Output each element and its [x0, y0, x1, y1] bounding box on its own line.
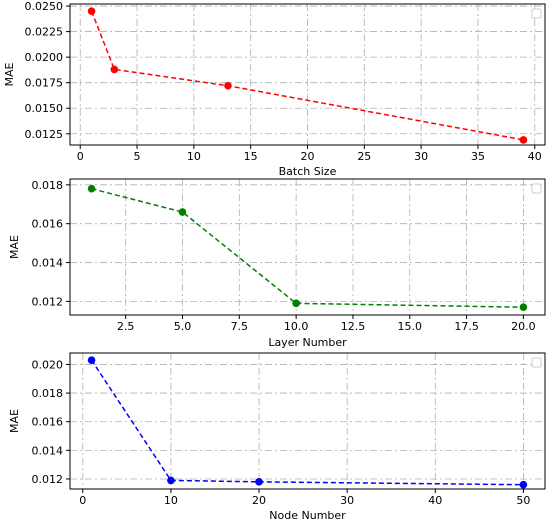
x-axis-label: Layer Number: [268, 336, 347, 349]
y-tick-label: 0.016: [32, 218, 64, 231]
y-tick-label: 0.018: [32, 387, 64, 400]
data-point: [255, 478, 263, 486]
x-tick-label: 10: [164, 494, 178, 507]
data-point: [519, 303, 528, 312]
legend-box: [531, 183, 542, 194]
data-point: [519, 136, 528, 144]
x-tick-label: 0: [79, 494, 86, 507]
x-tick-label: 5: [134, 150, 141, 163]
y-tick-label: 0.0175: [25, 77, 64, 90]
y-tick-label: 0.014: [32, 444, 64, 457]
y-tick-label: 0.020: [32, 358, 64, 371]
x-tick-label: 20: [252, 494, 266, 507]
x-tick-label: 40: [428, 494, 442, 507]
y-tick-label: 0.0200: [25, 51, 64, 64]
y-tick-label: 0.018: [32, 179, 64, 192]
x-tick-label: 0: [77, 150, 84, 163]
x-tick-label: 10: [187, 150, 201, 163]
x-tick-label: 10.0: [284, 320, 309, 333]
data-point: [519, 480, 528, 489]
data-point: [167, 476, 175, 485]
y-axis-label: MAE: [8, 409, 21, 433]
y-tick-label: 0.014: [32, 257, 64, 270]
plot-frame: [69, 352, 546, 490]
data-point: [224, 81, 232, 90]
subplot-2: 2.5 5.0 7.5 10.0 12.5 15.0 17.5 20.0 0.012 0.014 0…: [8, 178, 546, 349]
x-tick-label: 15.0: [398, 320, 423, 333]
x-tick-label: 30: [340, 494, 354, 507]
y-tick-label: 0.012: [32, 295, 64, 308]
x-tick-label: 20.0: [511, 320, 536, 333]
x-axis-label: Batch Size: [279, 165, 337, 178]
y-axis-label: MAE: [3, 62, 16, 86]
y-tick-label: 0.012: [32, 473, 64, 486]
y-axis-label: MAE: [8, 235, 21, 259]
x-tick-label: 2.5: [117, 320, 135, 333]
data-point: [292, 299, 300, 308]
y-tick-label: 0.0225: [25, 26, 64, 39]
y-tick-label: 0.0250: [25, 0, 64, 13]
series-line: [90, 359, 524, 486]
data-point: [178, 208, 187, 216]
series-line: [91, 187, 524, 308]
subplot-3: 0 10 20 30 40 50 0.012 0.014 0.016 0.018 0.020 Node…: [8, 352, 546, 522]
y-tick-label: 0.016: [32, 416, 64, 429]
data-point: [87, 356, 96, 364]
legend-box: [531, 8, 542, 19]
x-tick-label: 17.5: [454, 320, 479, 333]
y-tick-label: 0.0150: [25, 102, 64, 115]
plot-frame: [69, 178, 546, 316]
x-tick-label: 20: [301, 150, 315, 163]
legend-box: [531, 357, 542, 368]
data-point: [87, 7, 96, 15]
x-tick-label: 30: [414, 150, 428, 163]
data-point: [87, 184, 96, 193]
x-tick-label: 50: [516, 494, 530, 507]
x-tick-label: 35: [471, 150, 485, 163]
subplot-1: 0 5 10 15 20 25 30 35 40 0.0125 0.0150 0.0175 0.0200…: [3, 0, 546, 178]
x-tick-label: 15: [244, 150, 258, 163]
x-tick-label: 5.0: [174, 320, 192, 333]
x-tick-label: 7.5: [231, 320, 249, 333]
x-axis-label: Node Number: [269, 509, 346, 522]
data-point: [110, 65, 119, 74]
y-tick-label: 0.0125: [25, 128, 64, 141]
x-tick-label: 25: [357, 150, 371, 163]
x-tick-label: 12.5: [341, 320, 366, 333]
x-tick-label: 40: [528, 150, 542, 163]
